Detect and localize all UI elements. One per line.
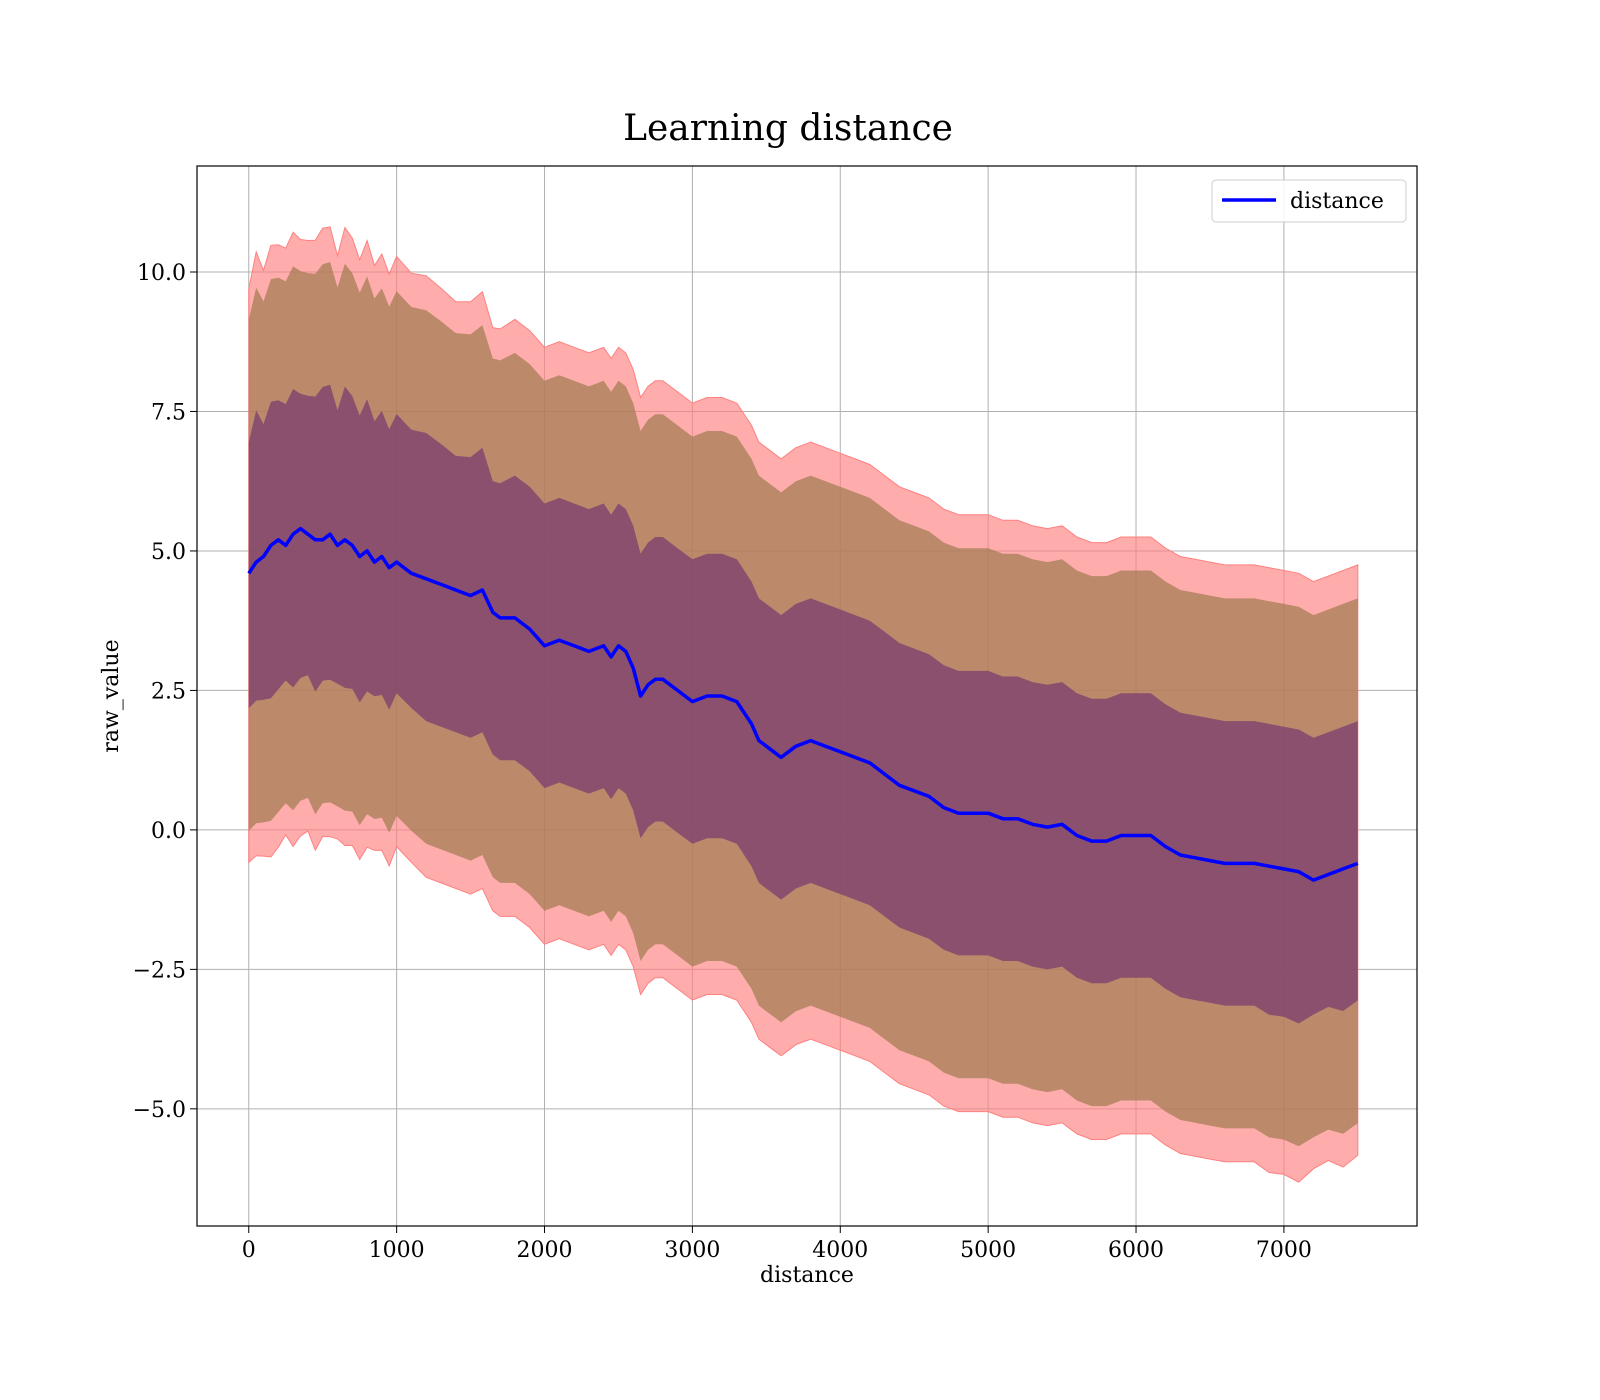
x-tick-label: 5000 — [960, 1238, 1016, 1263]
x-tick-label: 4000 — [812, 1238, 868, 1263]
x-tick-label: 3000 — [664, 1238, 720, 1263]
y-tick-label: −2.5 — [133, 958, 186, 983]
band-inner — [248, 384, 1358, 1024]
series-line-distance — [247, 526, 1359, 882]
y-tick-label: 7.5 — [151, 400, 186, 425]
legend-label-distance: distance — [1290, 189, 1384, 214]
x-axis-label: distance — [760, 1263, 854, 1288]
legend-box — [1211, 179, 1407, 223]
y-tick-label: 5.0 — [151, 540, 186, 565]
x-tick-label: 2000 — [517, 1238, 573, 1263]
x-tick-label: 6000 — [1108, 1238, 1164, 1263]
x-tick-label: 1000 — [369, 1238, 425, 1263]
series-lines — [247, 526, 1359, 882]
y-tick-label: 0.0 — [151, 819, 186, 844]
chart-title: Learning distance — [623, 108, 953, 149]
y-axis-label: raw_value — [99, 639, 124, 752]
y-tick-label: 2.5 — [151, 679, 186, 704]
confidence-bands — [248, 226, 1359, 1183]
y-tick-label: 10.0 — [137, 261, 186, 286]
legend: distance — [1211, 179, 1407, 223]
plot-frame — [196, 165, 1418, 1227]
axis-ticks: 0 1000 2000 3000 4000 5000 6000 7000 −5.0 −2.5 0.0… — [133, 261, 1312, 1263]
x-tick-label: 0 — [242, 1238, 256, 1263]
x-tick-label: 7000 — [1256, 1238, 1312, 1263]
y-tick-label: −5.0 — [133, 1098, 186, 1123]
